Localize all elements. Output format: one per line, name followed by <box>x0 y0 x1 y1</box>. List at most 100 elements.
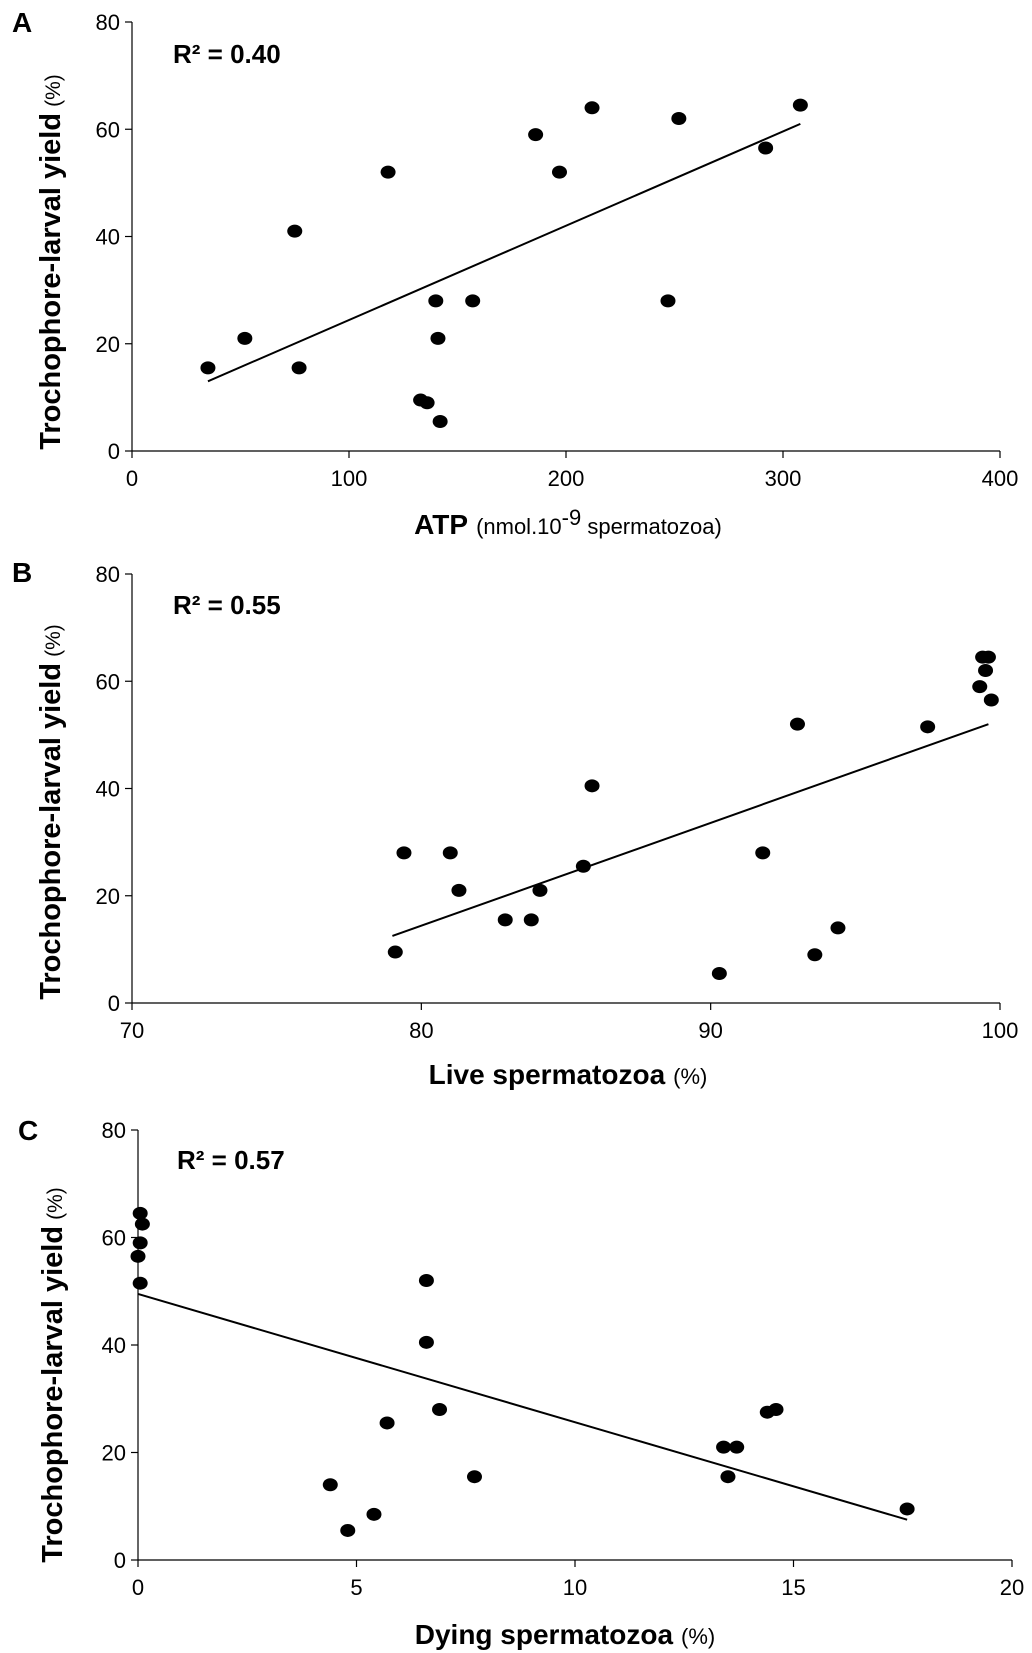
panel-c-data-point <box>432 1403 448 1416</box>
panel-a-data-point <box>291 361 307 375</box>
panel-c-data-point <box>132 1276 148 1290</box>
panel-c-y-tick-label: 20 <box>102 1441 126 1466</box>
panel-b-x-tick-label: 90 <box>698 1018 722 1043</box>
panel-a-x-tick-label: 300 <box>765 466 802 491</box>
panel-c-data-point <box>720 1470 736 1484</box>
panel-b-label: B <box>12 557 32 588</box>
panel-c-x-axis-title: Dying spermatozoa (%) <box>415 1619 716 1650</box>
panel-c-y-axis-title-main: Trochophore-larval yield <box>37 1226 69 1563</box>
panel-b-data-point <box>711 967 727 981</box>
panel-b-data-point <box>523 913 539 927</box>
panel-c: C R² = 0.57 Trochophore-larval yield(%) … <box>18 1115 715 1650</box>
panel-b-x-axis-title: Live spermatozoa (%) <box>429 1059 708 1090</box>
panel-a-data-point <box>528 128 544 142</box>
panel-b-y-tick-label: 60 <box>96 669 120 694</box>
panel-c-x-tick-label: 15 <box>781 1575 805 1600</box>
panel-a-data-point <box>200 361 216 375</box>
panel-b-y-tick-label: 0 <box>108 991 120 1016</box>
panel-b-r-squared: R² = 0.55 <box>173 590 281 620</box>
panel-a-x-tick-label: 0 <box>126 466 138 491</box>
panel-c-x-tick-label: 20 <box>1000 1575 1024 1600</box>
panel-a-x-tick-label: 100 <box>331 466 368 491</box>
panel-c-data-point <box>716 1440 732 1454</box>
panel-c-x-axis-title-main: Dying spermatozoa <box>415 1619 674 1650</box>
panel-c-data-point <box>729 1440 745 1454</box>
panel-c-y-tick-label: 40 <box>102 1333 126 1358</box>
panel-c-y-tick-label: 60 <box>102 1226 126 1251</box>
panel-b-data-point <box>532 883 548 897</box>
panel-a-x-axis-unit-sup: -9 <box>562 505 582 530</box>
panel-b-x-axis-title-main: Live spermatozoa <box>429 1059 666 1090</box>
panel-b-y-tick-label: 20 <box>96 884 120 909</box>
panel-b-data-point <box>396 846 412 860</box>
panel-a-y-tick-label: 80 <box>96 10 120 35</box>
panel-c-data-point <box>768 1403 784 1416</box>
panel-a-y-tick-label: 40 <box>96 225 120 250</box>
panel-b-data-point <box>789 717 805 731</box>
panel-a-x-axis-title-main: ATP <box>414 509 468 540</box>
panel-c-label: C <box>18 1115 38 1146</box>
panel-a-x-axis-unit-pre: (nmol.10 <box>476 514 562 539</box>
panel-b-data-point <box>497 913 513 927</box>
panel-b-data-point <box>983 693 999 707</box>
panel-a-x-tick-label: 400 <box>982 466 1019 491</box>
panel-c-data-point <box>130 1249 146 1263</box>
panel-c-data-point <box>132 1236 148 1250</box>
panel-a: A R² = 0.40 Trochophore-larval yield(%) … <box>12 7 722 540</box>
panel-c-data-point <box>418 1335 434 1349</box>
panel-c-data-point <box>366 1507 382 1521</box>
panel-b-y-axis-title: Trochophore-larval yield (%) <box>35 624 67 1000</box>
panel-a-r-squared: R² = 0.40 <box>173 39 281 69</box>
panel-c-data-point <box>379 1416 395 1430</box>
panel-b-data-point <box>442 846 458 860</box>
panel-a-label: A <box>12 7 32 38</box>
panel-c-data-point <box>899 1502 915 1516</box>
panel-a-data-point <box>465 294 481 308</box>
panel-a-data-point <box>584 101 600 115</box>
panel-a-data-point <box>660 294 676 308</box>
panel-c-data-point <box>466 1470 482 1484</box>
panel-c-y-tick-label: 0 <box>114 1548 126 1573</box>
panel-b-y-tick-label: 40 <box>96 777 120 802</box>
panel-c-data-point <box>132 1206 148 1220</box>
panel-a-data-point <box>380 165 396 179</box>
panel-b-data-point <box>972 680 988 694</box>
panel-b-x-axis-title-unit: (%) <box>673 1064 707 1089</box>
panel-a-x-tick-label: 200 <box>548 466 585 491</box>
panel-a-data-point <box>287 224 303 238</box>
panel-b-x-tick-label: 100 <box>982 1018 1019 1043</box>
panel-c-x-tick-label: 10 <box>563 1575 587 1600</box>
panel-a-y-axis-title-main: Trochophore-larval yield <box>35 113 67 450</box>
panel-c-x-tick-label: 0 <box>132 1575 144 1600</box>
panel-a-plot: 0 20 40 60 80 0 100 200 300 400 <box>96 10 1019 491</box>
panel-b-x-tick-label: 70 <box>120 1018 144 1043</box>
panel-c-r-squared: R² = 0.57 <box>177 1145 285 1175</box>
panel-b-plot: 0 20 40 60 80 70 80 90 100 <box>96 562 1019 1043</box>
panel-b-data-point <box>807 948 823 962</box>
panel-b-y-axis-title-unit: (%) <box>42 624 65 657</box>
panel-a-x-axis-unit-post: spermatozoa) <box>581 514 722 539</box>
panel-b-data-point <box>451 883 467 897</box>
panel-c-y-axis-title-unit: (%) <box>44 1187 67 1220</box>
panel-a-y-tick-label: 60 <box>96 117 120 142</box>
panel-c-x-axis-title-unit: (%) <box>681 1624 715 1649</box>
panel-b-trend-line <box>392 723 989 937</box>
panel-a-data-point <box>432 415 448 429</box>
panel-a-data-point <box>671 112 687 126</box>
panel-b-data-point <box>387 945 403 959</box>
panel-a-data-point <box>792 98 808 112</box>
panel-b-data-point <box>978 664 994 678</box>
panel-a-x-axis-title: ATP (nmol.10-9 spermatozoa) <box>414 505 722 540</box>
panel-b-y-tick-label: 80 <box>96 562 120 587</box>
panel-a-y-tick-label: 20 <box>96 332 120 357</box>
panel-b-x-tick-label: 80 <box>409 1018 433 1043</box>
panel-b-data-point <box>755 846 771 860</box>
panel-a-data-point <box>551 165 567 179</box>
panel-b-data-point <box>575 859 591 873</box>
panel-a-y-axis-title: Trochophore-larval yield (%) <box>35 74 67 450</box>
panel-c-y-tick-label: 80 <box>102 1118 126 1143</box>
panel-a-data-point <box>419 396 435 410</box>
panel-a-data-point <box>758 141 774 155</box>
